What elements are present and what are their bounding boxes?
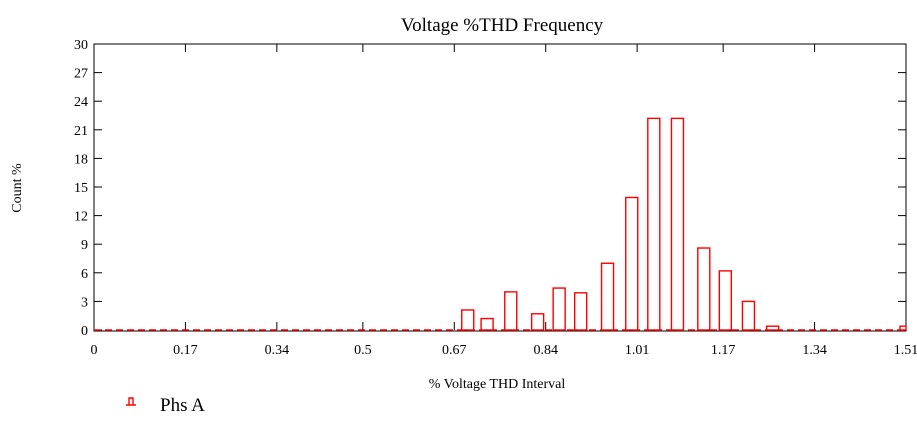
- histogram-bar: [765, 325, 780, 331]
- y-tick-label: 30: [74, 38, 88, 53]
- histogram-bar: [899, 325, 907, 331]
- y-tick-label: 0: [81, 324, 88, 339]
- histogram-bar: [552, 287, 566, 331]
- y-tick-label: 18: [74, 152, 88, 167]
- histogram-bar: [480, 317, 494, 331]
- histogram-bars: [461, 117, 907, 331]
- histogram-bar: [625, 196, 639, 331]
- x-axis-label: % Voltage THD Interval: [429, 377, 566, 392]
- x-axis-ticks: 0 0.17 0.34 0.5 0.67 0.84 1.01 1.17 1.34 1.51: [91, 44, 917, 358]
- histogram-bar: [461, 309, 475, 331]
- histogram-bar: [504, 291, 518, 331]
- histogram-bar: [647, 117, 661, 331]
- chart-title: Voltage %THD Frequency: [401, 15, 604, 36]
- histogram-bar: [600, 262, 615, 331]
- x-tick-label: 1.34: [802, 343, 827, 358]
- x-tick-label: 1.01: [625, 343, 650, 358]
- legend-bar-icon: [126, 397, 136, 406]
- x-tick-label: 1.51: [894, 343, 917, 358]
- x-tick-label: 1.17: [711, 343, 736, 358]
- y-tick-label: 27: [74, 67, 88, 82]
- histogram-bar: [697, 247, 711, 331]
- histogram-bar: [741, 300, 756, 331]
- y-tick-label: 15: [74, 181, 88, 196]
- x-tick-label: 0.84: [533, 343, 558, 358]
- histogram-bar: [573, 292, 588, 331]
- y-tick-label: 24: [74, 95, 88, 110]
- y-tick-label: 3: [81, 295, 88, 310]
- histogram-bar: [718, 270, 733, 331]
- y-tick-label: 21: [74, 124, 88, 139]
- y-axis-label: Count %: [10, 163, 25, 213]
- y-tick-label: 6: [81, 267, 88, 282]
- y-axis-ticks: 0 3 6 9 12 15 18 21 24 27 30: [74, 38, 906, 339]
- histogram-bar: [530, 313, 545, 331]
- x-tick-label: 0.34: [265, 343, 290, 358]
- legend-label: Phs A: [160, 395, 205, 416]
- histogram-bar: [670, 117, 685, 331]
- plot-frame: [93, 43, 907, 332]
- x-tick-label: 0.17: [173, 343, 198, 358]
- x-tick-label: 0.5: [354, 343, 372, 358]
- x-tick-label: 0.67: [442, 343, 467, 358]
- legend: Phs A: [126, 395, 205, 416]
- y-tick-label: 12: [74, 210, 88, 225]
- y-tick-label: 9: [81, 238, 88, 253]
- x-tick-label: 0: [91, 343, 98, 358]
